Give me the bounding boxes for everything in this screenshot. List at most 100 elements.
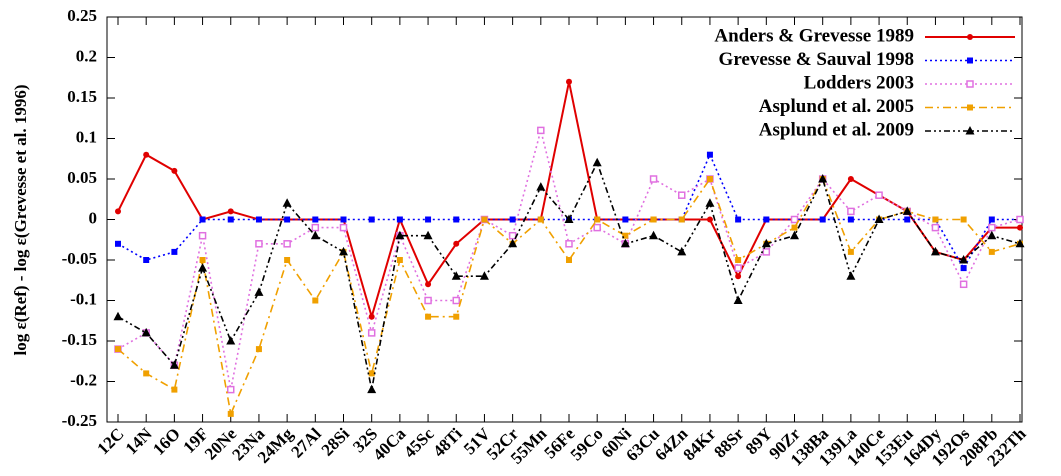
y-tick-label: 0.25 bbox=[67, 6, 97, 25]
marker bbox=[199, 216, 206, 223]
marker bbox=[678, 216, 685, 223]
marker bbox=[115, 346, 121, 353]
marker bbox=[762, 248, 771, 256]
marker bbox=[481, 216, 488, 223]
y-tick-label: -0.15 bbox=[62, 330, 97, 349]
y-tick-label: 0 bbox=[89, 208, 98, 227]
x-tick-label: 12C bbox=[93, 424, 127, 458]
legend-label: Anders & Grevesse 1989 bbox=[714, 25, 914, 46]
marker bbox=[902, 206, 912, 215]
marker bbox=[115, 208, 121, 215]
marker bbox=[818, 174, 828, 183]
marker bbox=[733, 295, 743, 304]
marker bbox=[988, 216, 995, 223]
marker bbox=[143, 151, 150, 158]
y-tick-label: 0.15 bbox=[67, 87, 97, 106]
marker bbox=[141, 327, 151, 337]
x-tick-label: 28Si bbox=[318, 424, 354, 460]
marker bbox=[967, 34, 973, 40]
marker bbox=[735, 273, 742, 280]
marker bbox=[453, 313, 460, 320]
marker bbox=[735, 257, 742, 263]
x-tick-label: 16O bbox=[149, 424, 184, 459]
x-tick-label: 27Al bbox=[287, 424, 325, 462]
marker bbox=[649, 230, 659, 240]
marker bbox=[847, 176, 854, 182]
y-tick-label: 0.2 bbox=[76, 46, 97, 65]
marker bbox=[312, 297, 319, 304]
marker bbox=[930, 246, 940, 256]
marker bbox=[255, 216, 262, 223]
marker bbox=[171, 248, 178, 255]
y-tick-label: -0.1 bbox=[70, 289, 97, 308]
marker bbox=[312, 216, 319, 223]
marker bbox=[761, 238, 771, 248]
marker bbox=[169, 360, 179, 369]
marker bbox=[847, 207, 855, 216]
marker bbox=[791, 224, 798, 231]
marker bbox=[734, 264, 742, 272]
marker bbox=[339, 223, 348, 232]
marker bbox=[340, 216, 347, 223]
marker bbox=[1016, 215, 1024, 224]
marker bbox=[566, 78, 572, 85]
marker bbox=[965, 126, 975, 135]
marker bbox=[171, 386, 178, 393]
x-tick-label: 45Sc bbox=[400, 424, 438, 462]
marker bbox=[171, 167, 178, 174]
y-tick-label: -0.2 bbox=[70, 370, 97, 389]
marker bbox=[960, 265, 967, 272]
marker bbox=[368, 370, 375, 377]
series-line bbox=[117, 152, 1020, 270]
marker bbox=[395, 230, 405, 240]
marker bbox=[198, 231, 207, 240]
marker bbox=[199, 257, 206, 263]
marker bbox=[763, 216, 770, 223]
marker bbox=[593, 223, 601, 232]
marker bbox=[987, 230, 997, 240]
y-tick-label: -0.05 bbox=[62, 249, 97, 268]
marker bbox=[423, 230, 433, 240]
marker bbox=[255, 346, 262, 353]
y-tick-label: 0.1 bbox=[76, 127, 97, 146]
marker bbox=[368, 216, 375, 223]
marker bbox=[451, 271, 461, 280]
x-tick-label: 48Ti bbox=[429, 424, 466, 461]
marker bbox=[284, 216, 291, 223]
marker bbox=[479, 271, 489, 280]
series-line bbox=[117, 177, 1021, 417]
marker bbox=[967, 104, 973, 111]
marker bbox=[452, 296, 460, 305]
marker bbox=[396, 216, 403, 223]
marker bbox=[967, 57, 973, 64]
marker bbox=[847, 216, 854, 223]
marker bbox=[620, 238, 630, 248]
marker bbox=[846, 271, 856, 280]
marker bbox=[932, 216, 939, 223]
marker bbox=[227, 208, 234, 215]
marker bbox=[282, 198, 292, 207]
marker bbox=[424, 296, 432, 305]
legend-label: Asplund et al. 2005 bbox=[759, 96, 914, 117]
x-tick-label: 88Sr bbox=[710, 424, 748, 462]
marker bbox=[790, 215, 799, 224]
marker bbox=[592, 157, 602, 167]
marker bbox=[425, 281, 432, 288]
marker bbox=[284, 257, 291, 263]
marker bbox=[226, 336, 236, 345]
marker bbox=[622, 232, 629, 239]
marker bbox=[988, 223, 996, 232]
marker bbox=[960, 216, 967, 223]
marker bbox=[537, 126, 545, 135]
marker bbox=[113, 311, 123, 321]
marker bbox=[875, 191, 883, 199]
marker bbox=[564, 214, 574, 223]
marker bbox=[735, 216, 742, 223]
marker bbox=[227, 385, 235, 394]
marker bbox=[255, 240, 263, 248]
marker bbox=[115, 240, 121, 247]
legend-label: Asplund et al. 2009 bbox=[759, 119, 914, 140]
marker bbox=[706, 216, 713, 223]
y-tick-label: 0.05 bbox=[67, 168, 97, 187]
